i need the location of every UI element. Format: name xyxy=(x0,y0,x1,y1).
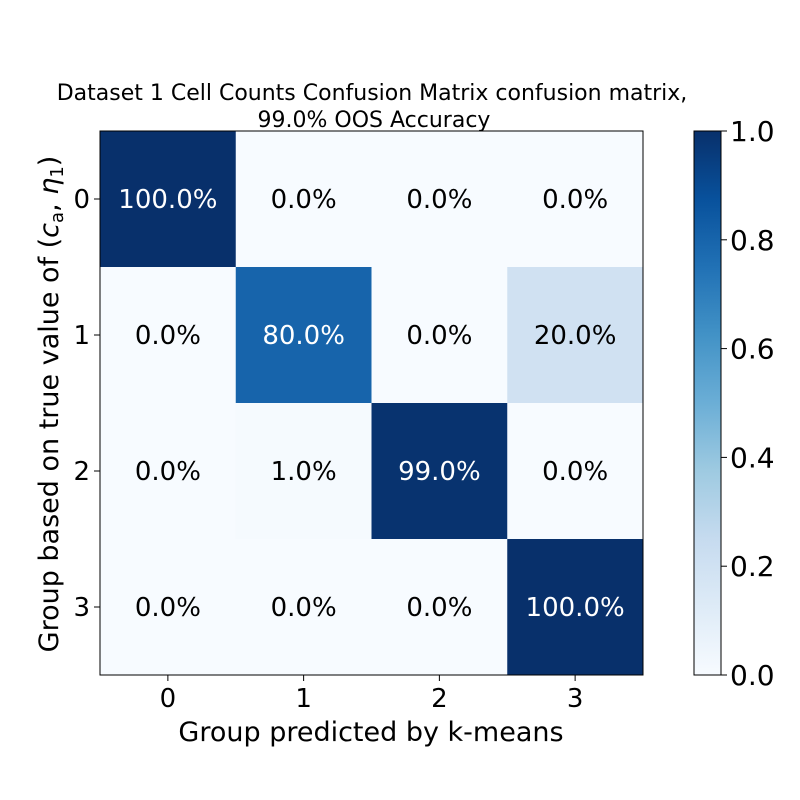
cell-value-label: 0.0% xyxy=(406,321,472,351)
chart-subtitle: 99.0% OOS Accuracy xyxy=(258,108,491,133)
heatmap-cell-r0-c0 xyxy=(100,131,237,268)
heatmap-cell-r2-c3 xyxy=(507,403,644,540)
heatmap-cell-r0-c2 xyxy=(371,131,508,268)
chart-title: Dataset 1 Cell Counts Confusion Matrix c… xyxy=(57,81,688,106)
y-tick-label: 1 xyxy=(73,321,90,351)
heatmap-cell-r3-c0 xyxy=(100,539,237,676)
y-tick-label: 0 xyxy=(73,185,90,215)
heatmap-cell-r3-c3 xyxy=(507,539,644,676)
heatmap-cell-r1-c2 xyxy=(371,267,508,404)
y-axis-ticks: 0 1 2 3 xyxy=(73,185,100,623)
colorbar-tick-label: 0.2 xyxy=(730,550,775,583)
x-axis-ticks: 0 1 2 3 xyxy=(160,675,584,714)
heatmap-cell-r0-c3 xyxy=(507,131,644,268)
heatmap-cell-r2-c2 xyxy=(371,403,508,540)
cell-value-label: 0.0% xyxy=(135,321,201,351)
colorbar xyxy=(693,130,722,676)
colorbar-tick-label: 0.4 xyxy=(730,441,775,474)
y-axis-label: Group based on true value of (ca, η1) xyxy=(34,156,68,653)
heatmap-cell-r1-c3 xyxy=(507,267,644,404)
colorbar-tick-label: 0.0 xyxy=(730,659,775,692)
x-tick-label: 0 xyxy=(160,684,177,714)
colorbar-tick-label: 1.0 xyxy=(730,115,775,148)
plot-frame xyxy=(99,130,644,676)
cell-value-label: 1.0% xyxy=(271,457,337,487)
cell-value-label: 20.0% xyxy=(534,321,617,351)
heatmap-cell-r3-c1 xyxy=(235,539,372,676)
cell-value-label: 100.0% xyxy=(526,593,625,623)
colorbar-tick-label: 0.8 xyxy=(730,224,775,257)
cell-value-label: 0.0% xyxy=(271,593,337,623)
cell-value-label: 0.0% xyxy=(135,457,201,487)
colorbar-tick-label: 0.6 xyxy=(730,333,775,366)
cell-value-label: 0.0% xyxy=(406,593,472,623)
cell-value-label: 80.0% xyxy=(262,321,345,351)
x-tick-label: 1 xyxy=(295,684,312,714)
y-tick-label: 2 xyxy=(73,457,90,487)
x-tick-label: 3 xyxy=(567,684,584,714)
cell-value-label: 0.0% xyxy=(542,457,608,487)
heatmap-cell-r1-c0 xyxy=(100,267,237,404)
x-tick-label: 2 xyxy=(431,684,448,714)
cell-value-label: 0.0% xyxy=(135,593,201,623)
colorbar-ticks: 0.0 0.2 0.4 0.6 0.8 1.0 xyxy=(721,115,775,692)
heatmap-cell-labels: 100.0% 0.0% 0.0% 0.0% 0.0% 80.0% 0.0% 20.0% 0.0%… xyxy=(118,185,624,623)
heatmap-cell-r1-c1 xyxy=(235,267,372,404)
heatmap-cell-r2-c0 xyxy=(100,403,237,540)
y-tick-label: 3 xyxy=(73,593,90,623)
cell-value-label: 0.0% xyxy=(542,185,608,215)
heatmap-cells xyxy=(100,131,644,676)
heatmap-cell-r3-c2 xyxy=(371,539,508,676)
cell-value-label: 0.0% xyxy=(271,185,337,215)
heatmap-cell-r0-c1 xyxy=(235,131,372,268)
cell-value-label: 100.0% xyxy=(118,185,217,215)
x-axis-label: Group predicted by k-means xyxy=(178,717,563,748)
cell-value-label: 99.0% xyxy=(398,457,481,487)
cell-value-label: 0.0% xyxy=(406,185,472,215)
heatmap-cell-r2-c1 xyxy=(235,403,372,540)
